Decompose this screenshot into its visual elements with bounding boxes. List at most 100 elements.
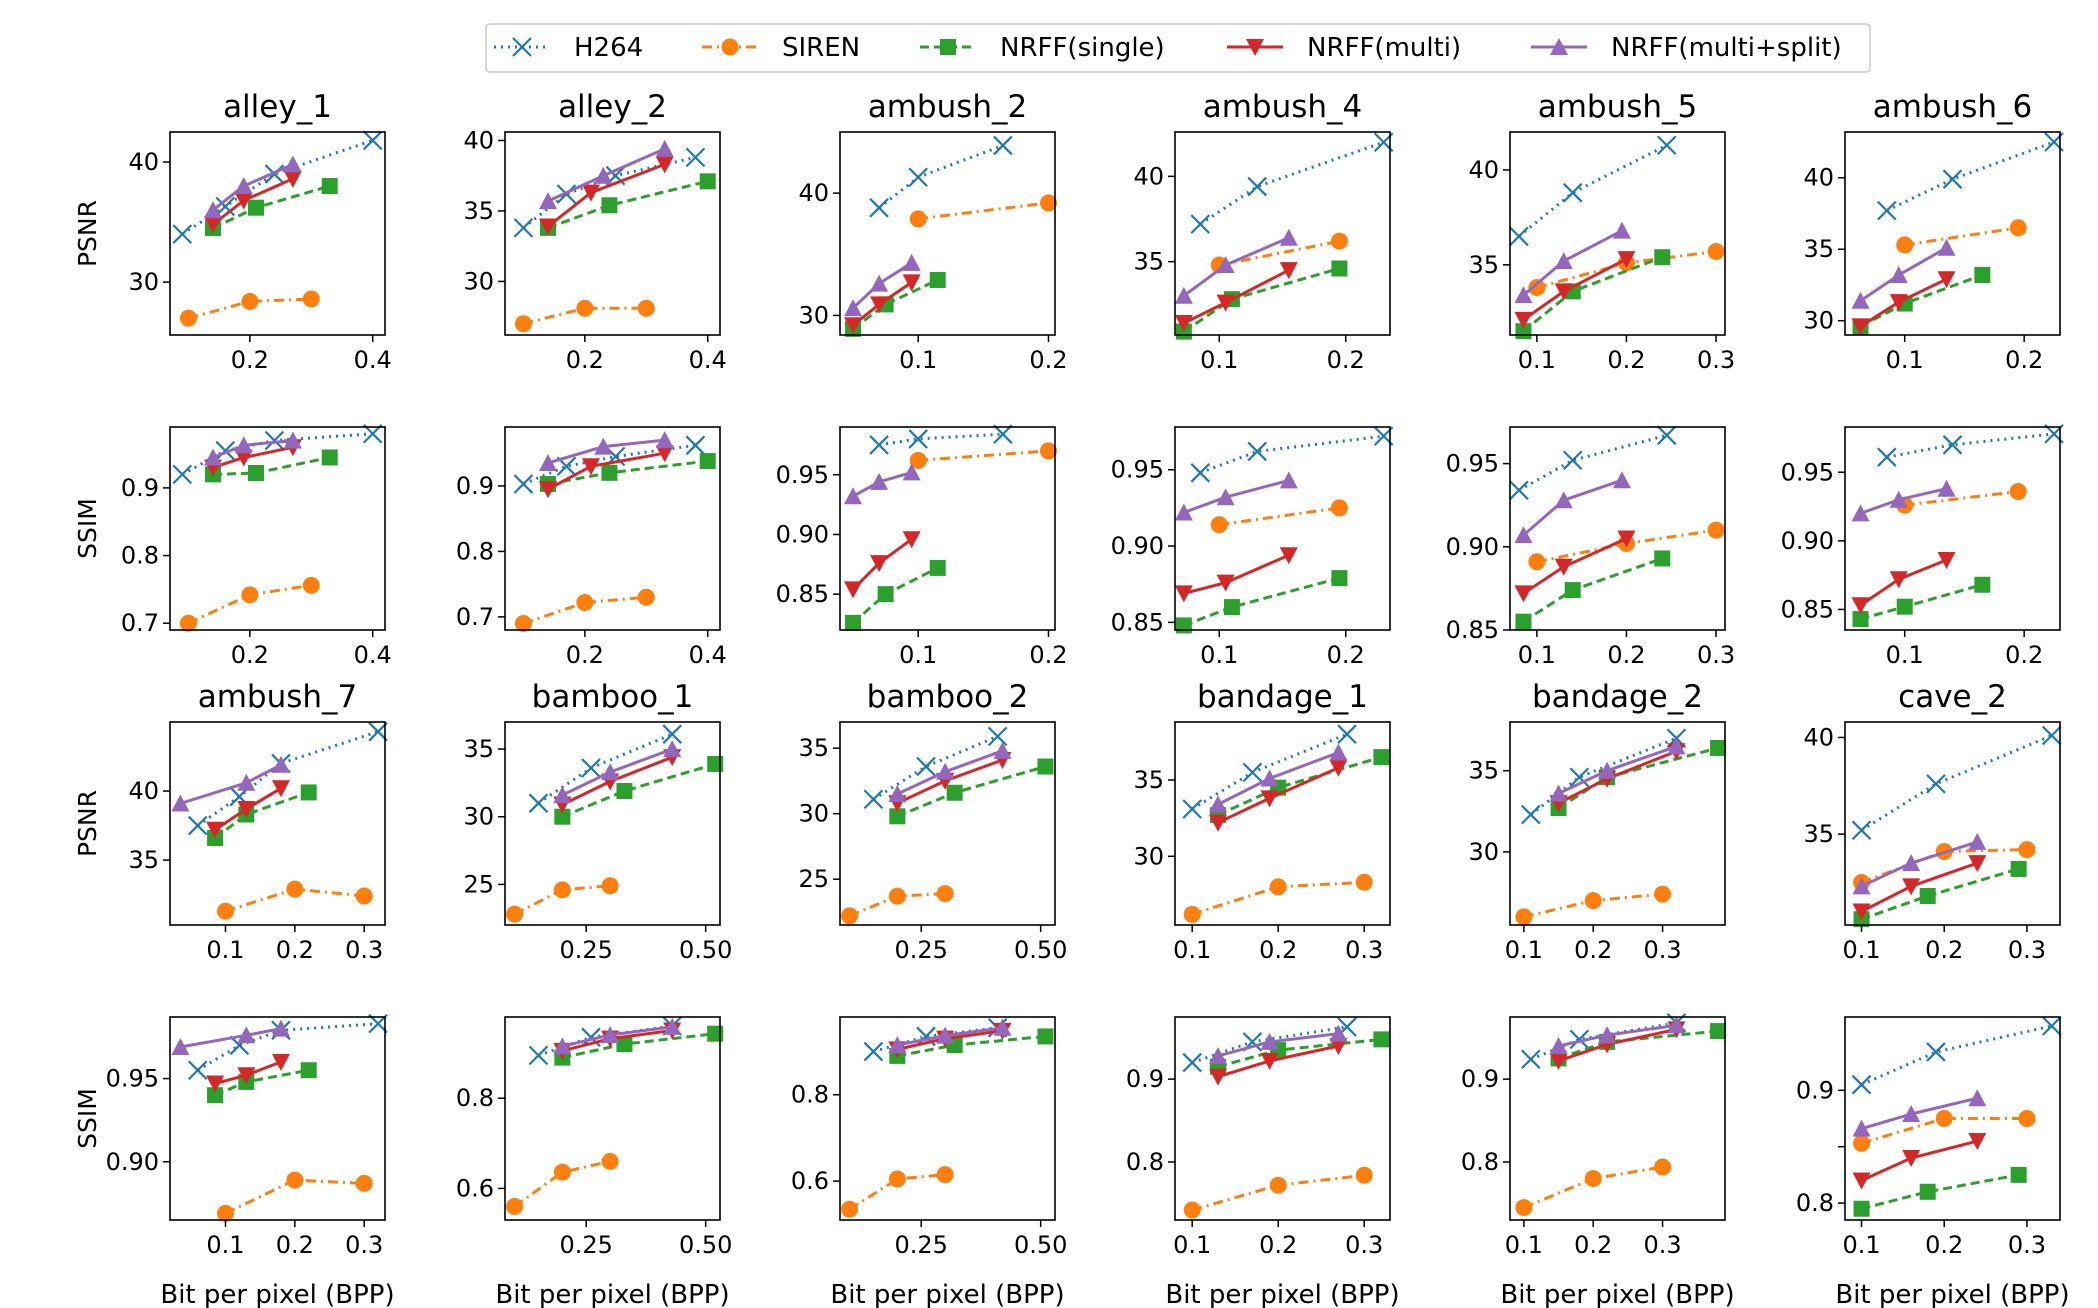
data-point-nrff-single bbox=[929, 559, 946, 576]
data-point-h264 bbox=[1926, 1042, 1946, 1062]
data-point-nrff-multi-split bbox=[936, 762, 955, 780]
series-line-h264 bbox=[181, 432, 373, 476]
x-tick-label: 0.1 bbox=[1842, 1231, 1880, 1259]
data-point-nrff-single bbox=[1654, 249, 1671, 266]
y-tick-label: 0.9 bbox=[456, 472, 494, 500]
y-tick-label: 40 bbox=[463, 126, 494, 154]
data-point-h264 bbox=[1190, 463, 1211, 483]
data-point-nrff-multi-split bbox=[1549, 784, 1568, 802]
data-point-h264 bbox=[908, 167, 928, 188]
data-point-h264 bbox=[1569, 1029, 1590, 1050]
legend-marker bbox=[1246, 39, 1264, 56]
legend-item-nrff-multi: NRFF(multi) bbox=[1227, 33, 1461, 63]
data-point-nrff-multi-split bbox=[601, 1026, 620, 1044]
data-point-nrff-single bbox=[1654, 550, 1671, 567]
subplot-r1c2-ssim: 0.1 0.2 0.85 0.90 0.95 bbox=[776, 424, 1068, 669]
y-tick-label: 0.8 bbox=[1796, 1189, 1834, 1217]
x-tick-label: 0.2 bbox=[276, 936, 314, 964]
series-line-h264 bbox=[1199, 434, 1384, 475]
series-line-nrff-single bbox=[1859, 273, 1983, 328]
plot-frame bbox=[169, 426, 386, 631]
data-point-nrff-multi bbox=[1209, 1068, 1227, 1086]
data-point-nrff-multi-split bbox=[1174, 286, 1193, 304]
data-point-nrff-multi bbox=[1174, 315, 1193, 333]
data-point-nrff-multi-split bbox=[1667, 737, 1686, 755]
plot-frame bbox=[1844, 721, 2061, 926]
data-point-nrff-multi bbox=[1514, 311, 1533, 329]
data-point-nrff-multi bbox=[234, 449, 253, 467]
data-point-siren bbox=[1039, 442, 1057, 460]
x-tick-label: 0.3 bbox=[1697, 641, 1735, 669]
data-point-h264 bbox=[685, 147, 706, 168]
subplot-r3c2-ssim: 0.25 0.50 0.6 0.8 bbox=[791, 1016, 1067, 1259]
y-tick-label: 0.95 bbox=[1781, 458, 1834, 486]
data-point-nrff-multi-split bbox=[902, 463, 921, 481]
data-point-h264 bbox=[1562, 450, 1583, 471]
y-axis-label-row-1: PSNR bbox=[73, 200, 102, 267]
y-tick-label: 0.9 bbox=[121, 474, 159, 502]
data-point-siren bbox=[241, 292, 259, 310]
data-point-siren bbox=[888, 1170, 906, 1188]
y-axis-label-row-2: SSIM bbox=[73, 498, 102, 559]
data-point-nrff-multi-split bbox=[1279, 471, 1298, 489]
y-tick-label: 35 bbox=[1468, 757, 1499, 785]
subplot-ambush-5-psnr: ambush_5 0.1 0.2 0.3 35 40 bbox=[1468, 89, 1735, 374]
x-tick-label: 0.2 bbox=[1327, 641, 1365, 669]
x-tick-label: 0.3 bbox=[1697, 346, 1735, 374]
data-point-siren bbox=[637, 299, 655, 317]
data-point-nrff-multi bbox=[1216, 294, 1235, 312]
y-tick-label: 0.8 bbox=[1126, 1148, 1164, 1176]
y-tick-label: 0.90 bbox=[1781, 527, 1834, 555]
plot-frame bbox=[504, 131, 721, 336]
data-point-nrff-multi bbox=[844, 581, 863, 599]
y-tick-label: 25 bbox=[463, 870, 494, 898]
y-tick-label: 0.90 bbox=[1111, 532, 1164, 560]
series-line-siren bbox=[1904, 490, 2019, 507]
data-point-siren bbox=[241, 586, 259, 604]
x-tick-label: 0.3 bbox=[1643, 1231, 1681, 1259]
data-point-nrff-single bbox=[1037, 758, 1054, 775]
data-point-nrff-single bbox=[699, 173, 716, 190]
y-tick-label: 0.85 bbox=[1781, 595, 1834, 623]
y-tick-label: 30 bbox=[1133, 842, 1164, 870]
x-tick-label: 0.2 bbox=[2005, 346, 2043, 374]
y-tick-label: 35 bbox=[1468, 251, 1499, 279]
y-tick-label: 0.7 bbox=[456, 603, 494, 631]
data-point-nrff-multi bbox=[1209, 814, 1227, 832]
data-point-nrff-multi bbox=[234, 192, 253, 210]
y-tick-label: 30 bbox=[463, 267, 494, 295]
plot-frame bbox=[169, 721, 386, 926]
data-point-h264 bbox=[513, 474, 534, 494]
data-point-nrff-single bbox=[207, 1087, 224, 1104]
data-point-nrff-single bbox=[1223, 599, 1240, 616]
data-point-nrff-multi bbox=[1889, 571, 1908, 589]
plot-frame bbox=[839, 721, 1056, 926]
data-point-nrff-multi bbox=[1851, 597, 1870, 615]
x-tick-label: 0.25 bbox=[895, 1231, 948, 1259]
data-point-h264 bbox=[863, 789, 884, 810]
x-tick-label: 0.4 bbox=[689, 641, 727, 669]
subplot-ambush-2-psnr: ambush_2 0.1 0.2 30 40 bbox=[798, 89, 1067, 374]
data-point-siren bbox=[2018, 1110, 2036, 1127]
data-point-siren bbox=[514, 315, 532, 333]
data-point-nrff-multi bbox=[1260, 790, 1279, 808]
data-point-nrff-multi-split bbox=[870, 472, 889, 490]
x-axis-label: Bit per pixel (BPP) bbox=[1165, 1280, 1399, 1308]
data-point-nrff-multi-split bbox=[1598, 1026, 1617, 1044]
data-point-nrff-single bbox=[300, 784, 317, 801]
data-point-nrff-multi bbox=[1174, 585, 1193, 603]
series-line-nrff-single bbox=[1217, 755, 1382, 817]
subplot-bandage-1-psnr: bandage_1 0.1 0.2 0.3 30 35 bbox=[1133, 679, 1391, 964]
data-point-nrff-multi-split bbox=[1598, 761, 1617, 779]
data-point-nrff-multi-split bbox=[171, 794, 190, 812]
legend-item-nrff-multi-split: NRFF(multi+split) bbox=[1531, 33, 1842, 63]
plot-frame bbox=[839, 1016, 1056, 1221]
data-point-siren bbox=[637, 588, 655, 606]
y-tick-label: 35 bbox=[1133, 248, 1164, 276]
data-point-nrff-multi bbox=[1968, 1133, 1987, 1151]
data-point-siren bbox=[1584, 892, 1602, 910]
y-tick-label: 40 bbox=[128, 777, 159, 805]
data-point-h264 bbox=[1569, 767, 1590, 787]
data-point-h264 bbox=[1926, 774, 1946, 794]
subplot-r3c1-ssim: 0.25 0.50 0.6 0.8 bbox=[456, 1016, 732, 1259]
